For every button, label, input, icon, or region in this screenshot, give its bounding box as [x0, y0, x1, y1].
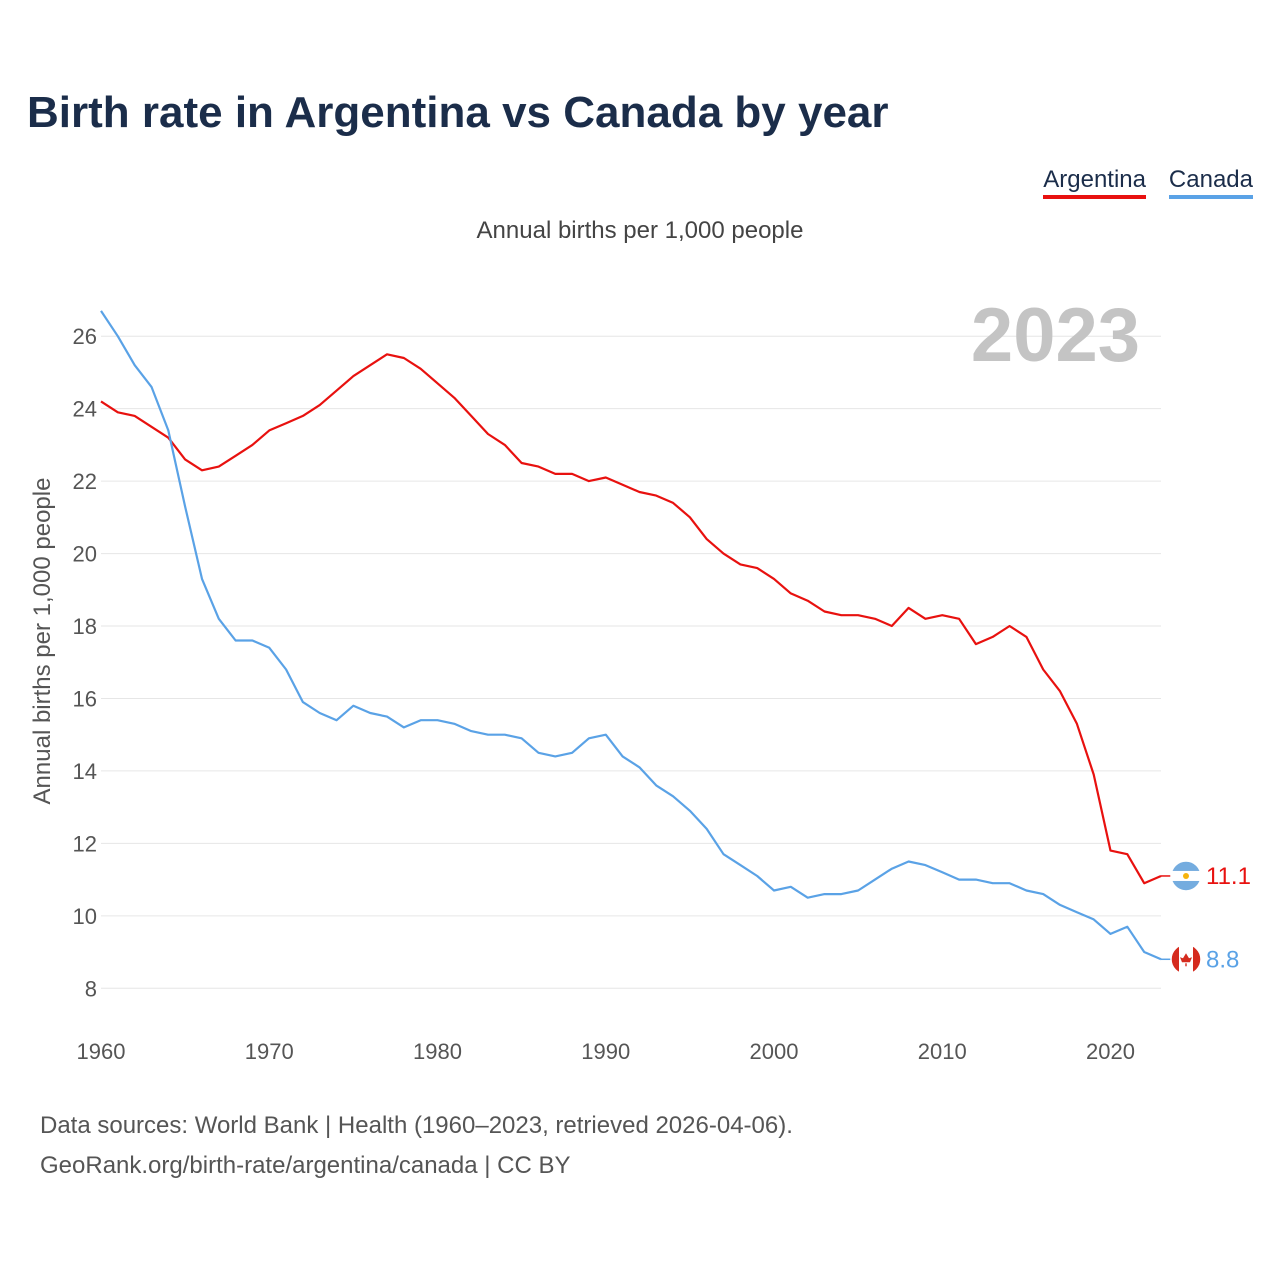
year-watermark: 2023 [971, 293, 1140, 378]
y-tick-label: 24 [73, 397, 97, 422]
series-lines [100, 310, 1162, 961]
x-tick-label: 1960 [77, 1039, 126, 1064]
legend-swatch-argentina [1043, 195, 1146, 199]
footer: Data sources: World Bank | Health (1960–… [40, 1106, 793, 1186]
gridlines [101, 335, 1161, 989]
footer-link[interactable]: GeoRank.org/birth-rate/argentina/canada … [40, 1152, 571, 1179]
y-axis-label: Annual births per 1,000 people [29, 478, 56, 805]
y-axis-ticks: 8 10 12 14 16 18 20 22 24 26 [73, 324, 97, 1001]
y-tick-label: 26 [73, 324, 97, 349]
y-tick-label: 14 [73, 759, 97, 784]
x-tick-label: 1970 [245, 1039, 294, 1064]
x-axis-ticks: 1960 1970 1980 1990 2000 2010 2020 [77, 1039, 1135, 1064]
y-tick-label: 8 [85, 976, 97, 1001]
y-tick-label: 20 [73, 542, 97, 567]
y-tick-label: 22 [73, 469, 97, 494]
line-chart: 2023 8 10 12 14 16 18 20 22 24 26 1960 1970 1980 199… [29, 293, 1251, 1064]
series-line-argentina[interactable] [100, 353, 1162, 885]
argentina-flag-icon [1171, 860, 1201, 891]
series-end-markers: 11.1 8.8 [1161, 860, 1251, 976]
y-tick-label: 16 [73, 686, 97, 711]
x-tick-label: 1990 [581, 1039, 630, 1064]
x-tick-label: 2010 [918, 1039, 967, 1064]
legend-label-argentina: Argentina [1043, 166, 1146, 193]
canada-flag-icon [1171, 944, 1201, 975]
footer-source: Data sources: World Bank | Health (1960–… [40, 1112, 793, 1139]
y-tick-label: 10 [73, 904, 97, 929]
legend-label-canada: Canada [1168, 166, 1253, 193]
legend-item-canada[interactable]: Canada [1168, 166, 1253, 199]
end-value-label-argentina: 11.1 [1206, 863, 1251, 890]
x-tick-label: 1980 [413, 1039, 462, 1064]
y-tick-label: 18 [73, 614, 97, 639]
series-line-canada[interactable] [100, 310, 1162, 961]
y-tick-label: 12 [73, 831, 97, 856]
chart-subtitle: Annual births per 1,000 people [476, 217, 804, 244]
x-tick-label: 2000 [750, 1039, 799, 1064]
chart-title: Birth rate in Argentina vs Canada by yea… [27, 88, 889, 137]
x-tick-label: 2020 [1086, 1039, 1135, 1064]
legend-item-argentina[interactable]: Argentina [1043, 166, 1146, 199]
end-value-label-canada: 8.8 [1206, 946, 1239, 973]
legend-swatch-canada [1168, 195, 1253, 199]
